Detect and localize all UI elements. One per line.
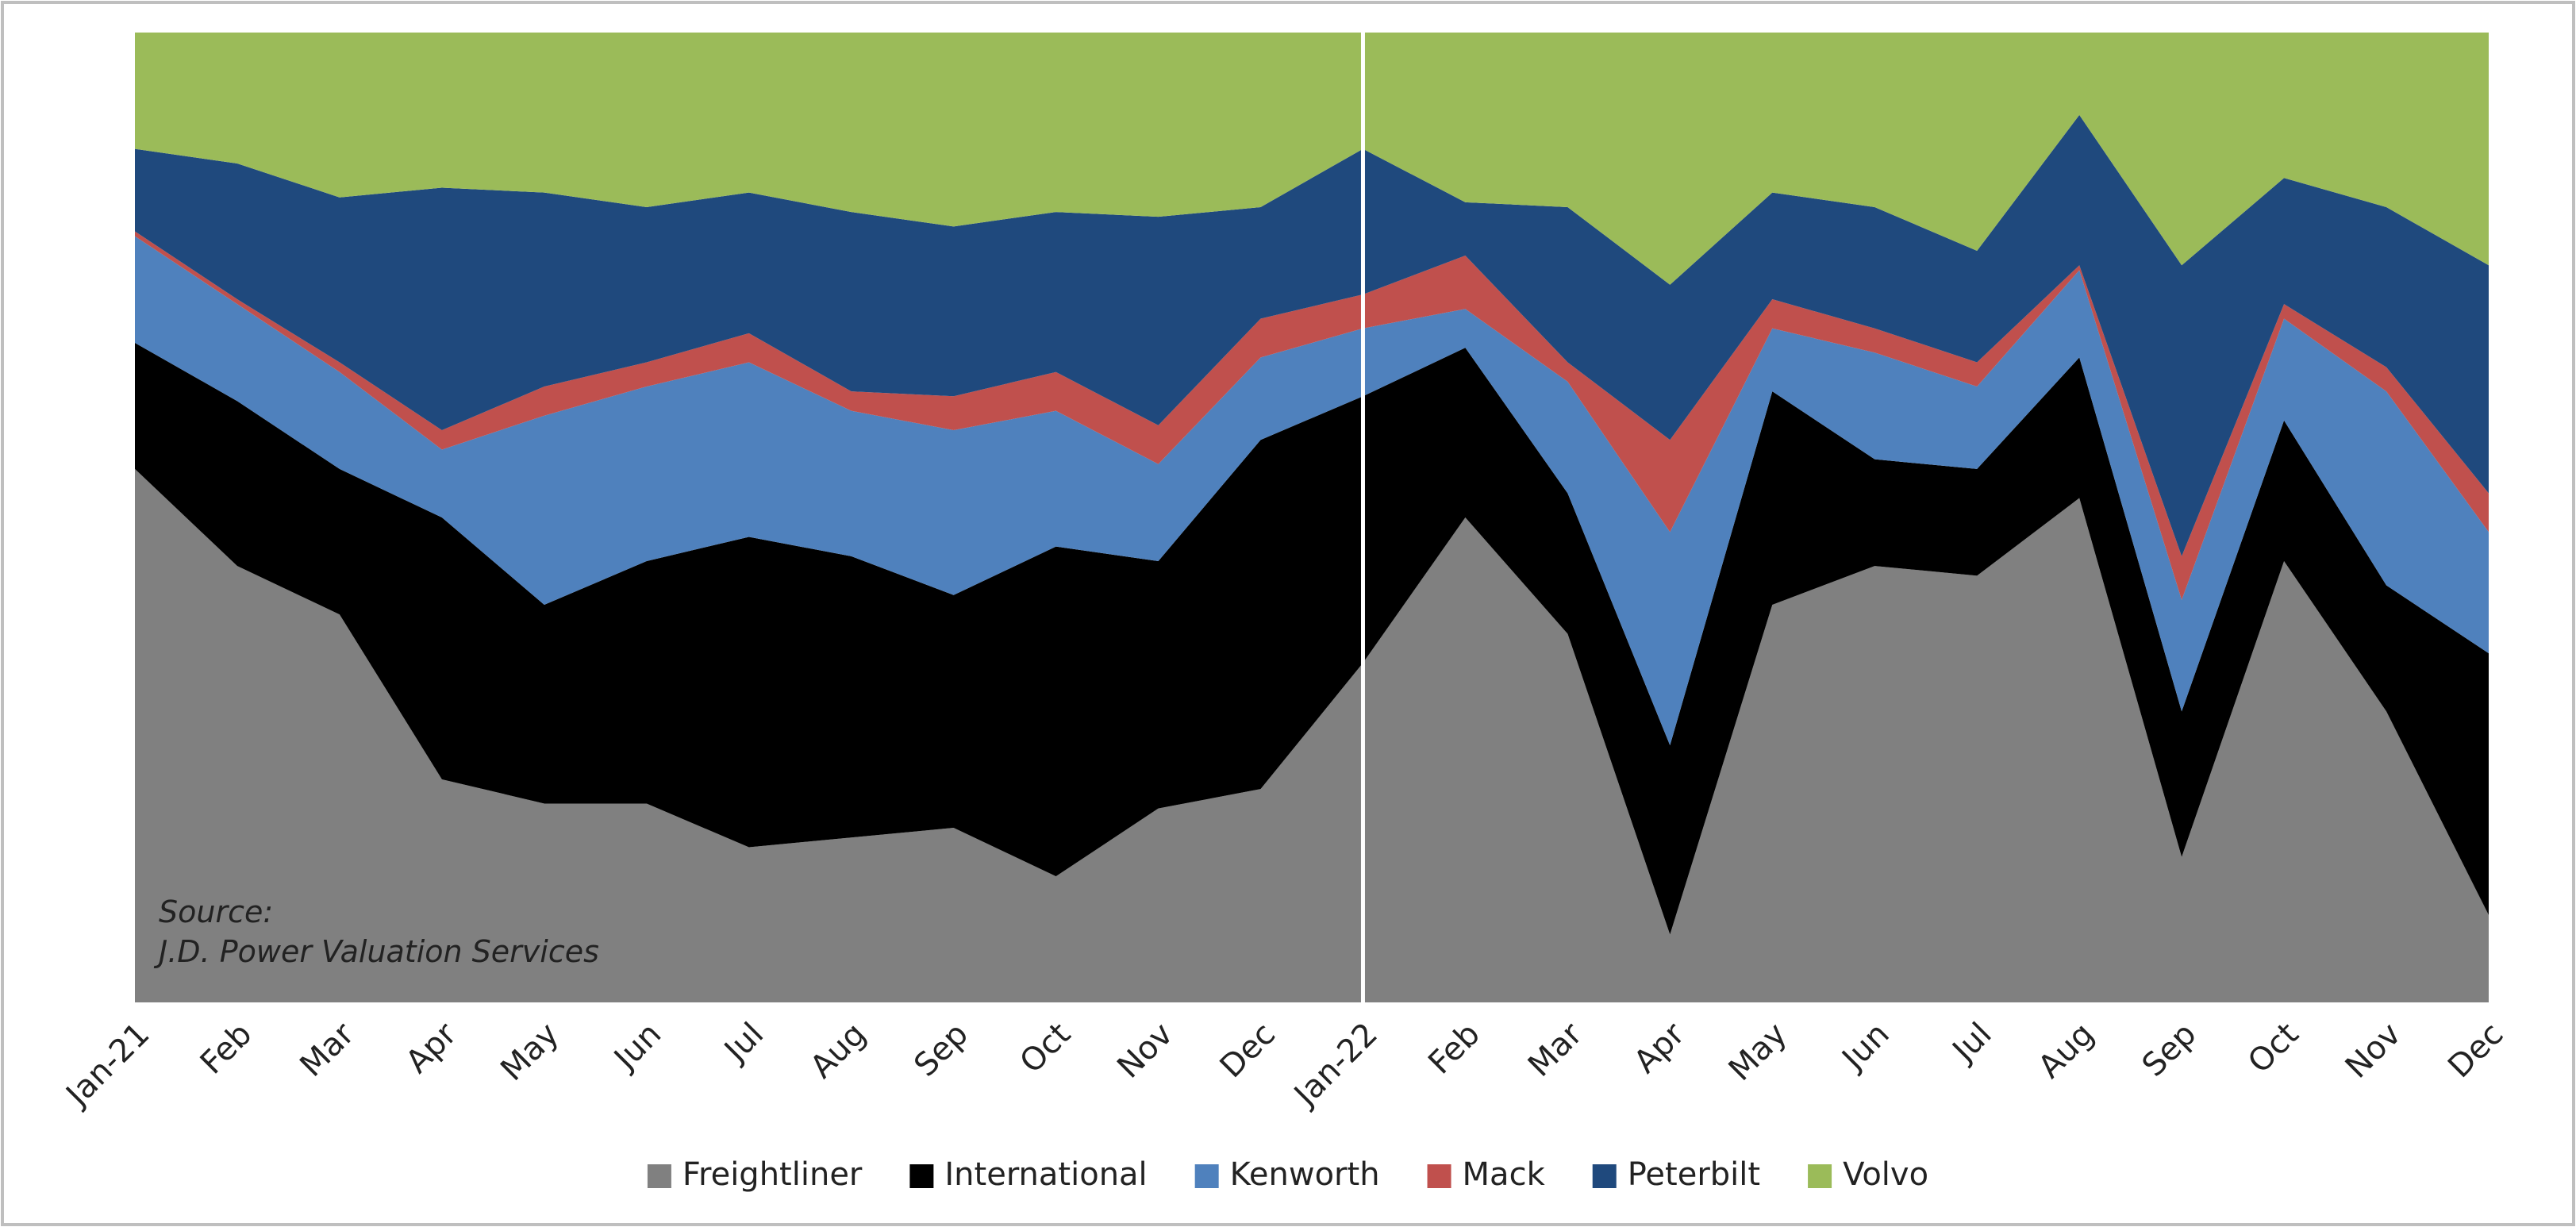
legend-swatch <box>1808 1164 1832 1188</box>
legend-label: Freightliner <box>682 1156 863 1193</box>
legend-swatch <box>1592 1164 1617 1188</box>
legend-label: Volvo <box>1843 1156 1928 1193</box>
legend-swatch <box>647 1164 671 1188</box>
legend-label: Mack <box>1463 1156 1546 1193</box>
area <box>135 343 2489 935</box>
legend-label: Peterbilt <box>1628 1156 1760 1193</box>
legend-label: International <box>944 1156 1147 1193</box>
plot-area <box>135 33 2489 1002</box>
legend-label: Kenworth <box>1230 1156 1380 1193</box>
area <box>135 33 2489 285</box>
annotation: J.D. Power Valuation Services <box>153 934 599 969</box>
legend-swatch <box>909 1164 934 1188</box>
legend-swatch <box>1194 1164 1219 1188</box>
area <box>135 468 2489 1002</box>
annotation: Source: <box>159 894 273 929</box>
area <box>135 114 2489 556</box>
legend-swatch <box>1427 1164 1451 1188</box>
area <box>135 236 2489 746</box>
